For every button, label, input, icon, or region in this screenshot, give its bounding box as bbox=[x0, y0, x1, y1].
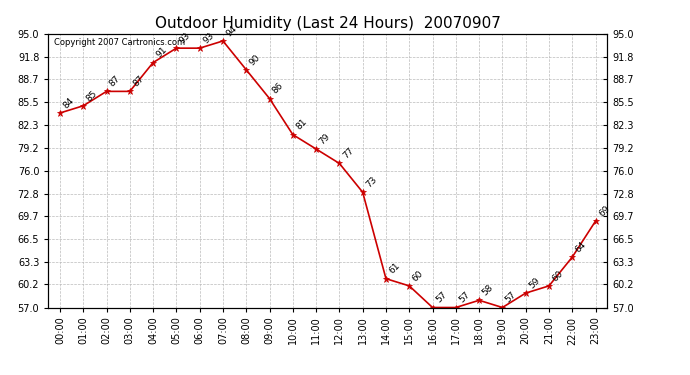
Text: 60: 60 bbox=[411, 268, 425, 283]
Text: 87: 87 bbox=[131, 74, 146, 88]
Text: 93: 93 bbox=[178, 31, 193, 45]
Text: 85: 85 bbox=[85, 88, 99, 103]
Text: 77: 77 bbox=[341, 146, 355, 160]
Text: 73: 73 bbox=[364, 175, 379, 189]
Text: 79: 79 bbox=[317, 132, 332, 146]
Text: 58: 58 bbox=[480, 283, 495, 297]
Text: 84: 84 bbox=[61, 96, 76, 110]
Text: 59: 59 bbox=[527, 276, 542, 290]
Text: 61: 61 bbox=[387, 261, 402, 276]
Title: Outdoor Humidity (Last 24 Hours)  20070907: Outdoor Humidity (Last 24 Hours) 2007090… bbox=[155, 16, 501, 31]
Text: 91: 91 bbox=[155, 45, 169, 60]
Text: 86: 86 bbox=[271, 81, 286, 96]
Text: 81: 81 bbox=[294, 117, 308, 132]
Text: 57: 57 bbox=[504, 290, 518, 305]
Text: 90: 90 bbox=[248, 53, 262, 67]
Text: 57: 57 bbox=[457, 290, 472, 305]
Text: 93: 93 bbox=[201, 31, 215, 45]
Text: 64: 64 bbox=[573, 240, 588, 254]
Text: 69: 69 bbox=[597, 204, 611, 218]
Text: 94: 94 bbox=[224, 24, 239, 38]
Text: 60: 60 bbox=[551, 268, 565, 283]
Text: 57: 57 bbox=[434, 290, 448, 305]
Text: Copyright 2007 Cartronics.com: Copyright 2007 Cartronics.com bbox=[54, 38, 185, 47]
Text: 87: 87 bbox=[108, 74, 122, 88]
